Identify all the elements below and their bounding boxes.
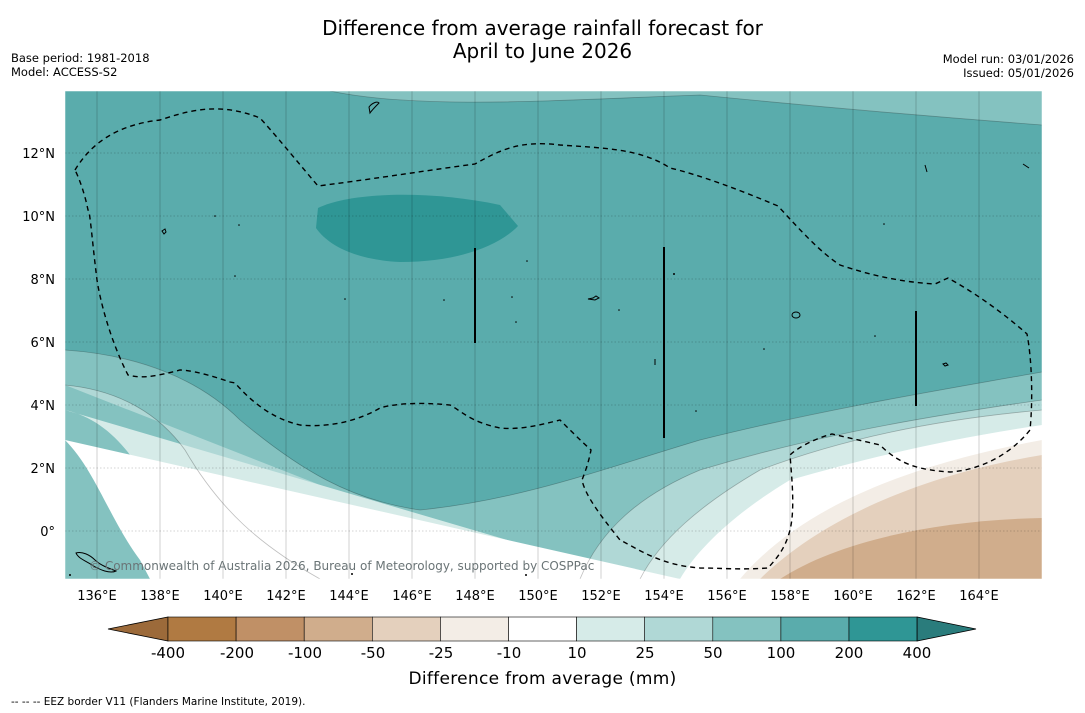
lon-label: 146°E (392, 589, 432, 604)
colorbar-arrow-high (916, 616, 977, 642)
lon-label: 150°E (518, 589, 558, 604)
model-run-date: Model run: 03/01/2026 (942, 52, 1074, 66)
colorbar-tick-label: 50 (703, 644, 723, 662)
colorbar-segment (303, 616, 373, 642)
lat-label: 10°N (22, 210, 55, 225)
colorbar-segment (440, 616, 509, 642)
colorbar-segment (576, 616, 645, 642)
colorbar-segment (235, 616, 305, 642)
rainfall-map: © Commonwealth of Australia 2026, Bureau… (65, 91, 1042, 579)
lat-label: 0° (40, 525, 55, 540)
map-title-line-2: April to June 2026 (452, 39, 633, 63)
colorbar-tick-label: -100 (287, 644, 323, 662)
lon-label: 164°E (959, 589, 999, 604)
map-title-line-1: Difference from average rainfall forecas… (322, 16, 763, 40)
longitude-labels: 136°E 138°E 140°E 142°E 144°E 146°E 148°… (77, 589, 999, 604)
colorbar-tick-label: -25 (428, 644, 454, 662)
lon-label: 156°E (707, 589, 747, 604)
lon-label: 138°E (140, 589, 180, 604)
colorbar-segment (167, 616, 237, 642)
lat-label: 8°N (31, 273, 56, 288)
lat-label: 4°N (31, 399, 56, 414)
lat-label: 6°N (31, 336, 56, 351)
eez-border (74, 108, 1033, 570)
colorbar-tick-label: 100 (766, 644, 796, 662)
base-period: Base period: 1981-2018 (11, 51, 150, 65)
colorbar-tick-label: -10 (496, 644, 522, 662)
model-name: Model: ACCESS-S2 (11, 65, 118, 79)
lat-label: 2°N (31, 462, 56, 477)
colorbar-tick-label: 200 (834, 644, 864, 662)
eez-footnote: -- -- -- EEZ border V11 (Flanders Marine… (11, 696, 306, 708)
colorbar-tick-label: -50 (360, 644, 386, 662)
lon-label: 152°E (581, 589, 621, 604)
colorbar-tick-label: 25 (635, 644, 655, 662)
lon-label: 162°E (896, 589, 936, 604)
colorbar-tick-label: 400 (902, 644, 932, 662)
lon-label: 136°E (77, 589, 117, 604)
colorbar-tick-label: -400 (150, 644, 186, 662)
band-minus-50-100 (780, 518, 1042, 579)
colorbar-title: Difference from average (mm) (408, 669, 677, 689)
colorbar-segment (508, 616, 577, 642)
copyright-watermark: © Commonwealth of Australia 2026, Bureau… (89, 559, 594, 573)
band-200-400-blob (316, 194, 518, 262)
colorbar-segment (712, 616, 782, 642)
colorbar-arrow-low (107, 616, 169, 642)
lon-label: 160°E (833, 589, 873, 604)
lat-label: 12°N (22, 147, 55, 162)
colorbar-segment (371, 616, 441, 642)
latitude-labels: 12°N 10°N 8°N 6°N 4°N 2°N 0° (22, 147, 55, 540)
colorbar-segment (644, 616, 714, 642)
lon-label: 140°E (203, 589, 243, 604)
lon-label: 158°E (770, 589, 810, 604)
lon-label: 148°E (455, 589, 495, 604)
lon-label: 154°E (644, 589, 684, 604)
band-50-100-north (330, 91, 1042, 125)
lon-label: 144°E (329, 589, 369, 604)
colorbar-tick-label: -200 (219, 644, 255, 662)
lon-label: 142°E (266, 589, 306, 604)
colorbar-tick-label: 10 (567, 644, 587, 662)
colorbar-segment (848, 616, 918, 642)
colorbar (107, 616, 977, 642)
colorbar-segment (780, 616, 850, 642)
issued-date: Issued: 05/01/2026 (963, 66, 1074, 80)
